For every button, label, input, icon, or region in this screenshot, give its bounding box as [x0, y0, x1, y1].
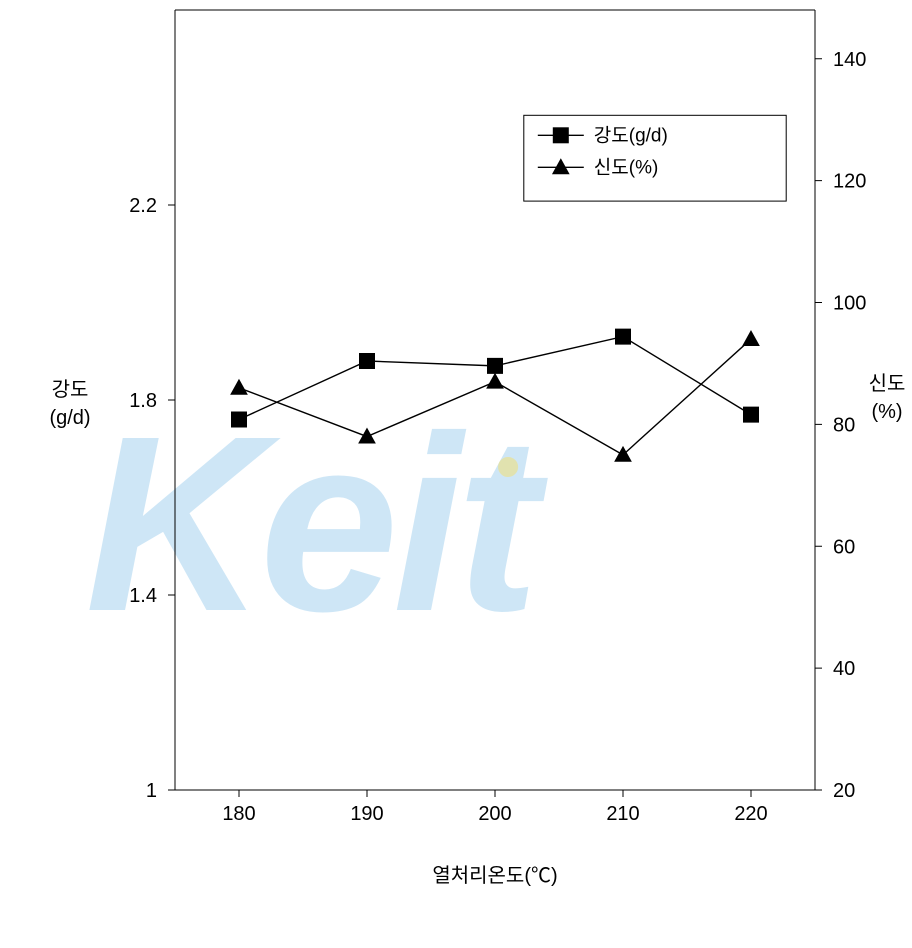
marker-triangle — [487, 374, 503, 388]
marker-square — [232, 412, 247, 427]
yleft-tick-label: 2.2 — [129, 195, 157, 217]
yright-tick-label: 60 — [833, 536, 855, 558]
marker-square — [616, 329, 631, 344]
x-tick-label: 220 — [734, 803, 767, 825]
yright-tick-label: 120 — [833, 171, 866, 193]
yright-tick-label: 40 — [833, 658, 855, 680]
yright-axis-label: 신도 — [869, 372, 906, 395]
marker-square — [360, 354, 375, 369]
chart-container: Keit• 180190200210220열처리온도(℃)11.41.82.2강… — [0, 0, 912, 943]
yleft-axis-label-2: (g/d) — [49, 407, 90, 429]
yleft-tick-label: 1.8 — [129, 390, 157, 412]
x-tick-label: 200 — [478, 803, 511, 825]
yleft-tick-label: 1 — [146, 780, 157, 802]
legend-label: 신도(%) — [594, 156, 659, 178]
x-tick-label: 190 — [350, 803, 383, 825]
legend-label: 강도(g/d) — [594, 124, 668, 146]
marker-square — [488, 358, 503, 373]
x-axis-label: 열처리온도(℃) — [432, 864, 557, 887]
yright-tick-label: 20 — [833, 780, 855, 802]
yright-tick-label: 140 — [833, 49, 866, 71]
marker-square — [744, 407, 759, 422]
yright-tick-label: 80 — [833, 414, 855, 436]
yright-tick-label: 100 — [833, 293, 866, 315]
marker-triangle — [743, 331, 759, 345]
marker-triangle — [359, 429, 375, 443]
x-tick-label: 180 — [222, 803, 255, 825]
chart-svg: 180190200210220열처리온도(℃)11.41.82.2강도(g/d)… — [0, 0, 912, 943]
yright-axis-label-2: (%) — [871, 401, 902, 423]
yleft-tick-label: 1.4 — [129, 585, 157, 607]
yleft-axis-label: 강도 — [52, 378, 89, 401]
marker-triangle — [231, 380, 247, 394]
x-tick-label: 210 — [606, 803, 639, 825]
